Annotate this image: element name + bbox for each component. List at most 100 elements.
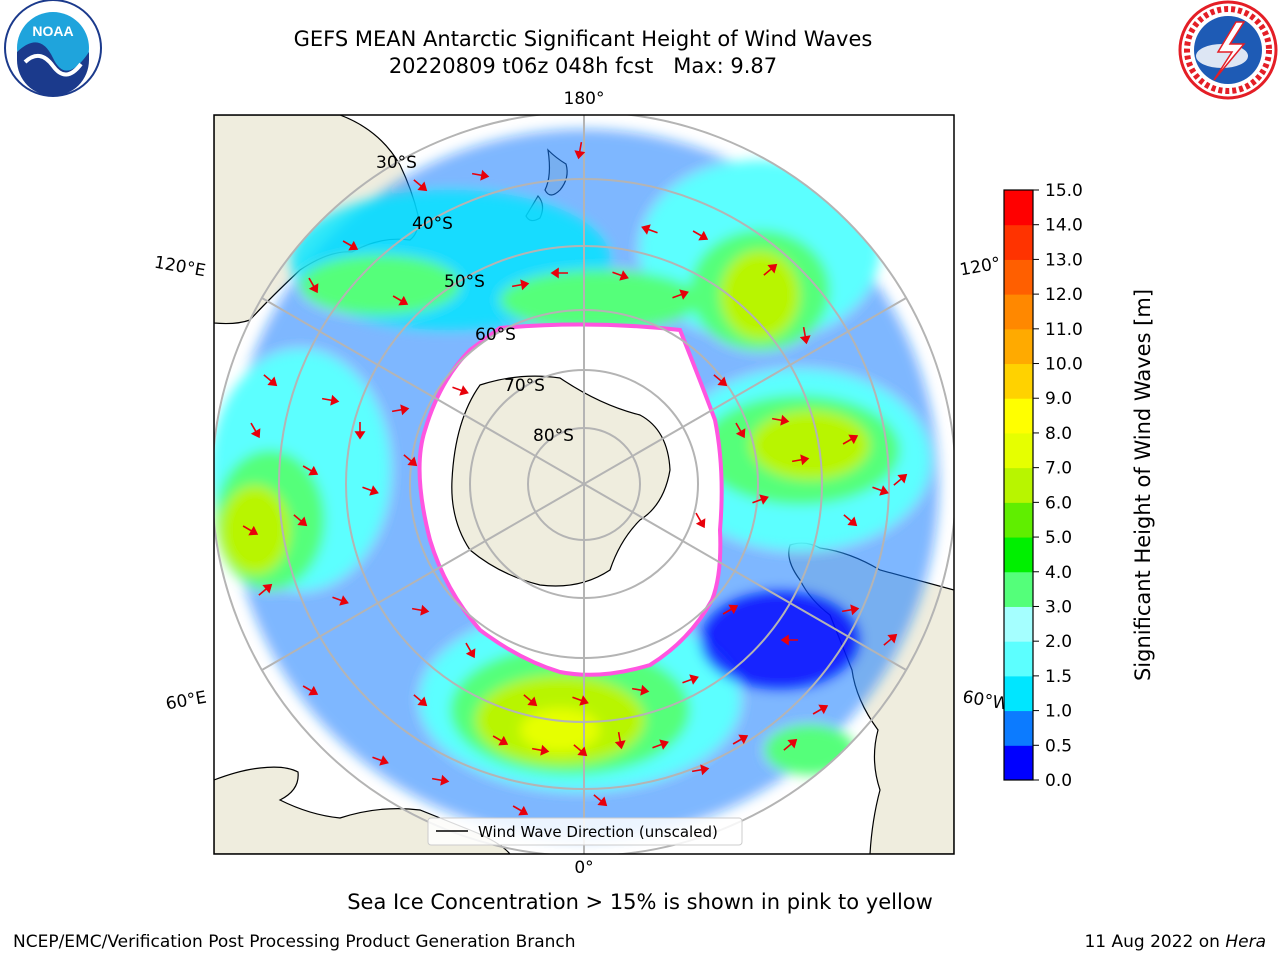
direction-arrow xyxy=(308,277,319,294)
title-line-2: 20220809 t06z 048h fcst Max: 9.87 xyxy=(388,54,778,78)
colorbar-tick-label: 1.5 xyxy=(1045,667,1072,687)
direction-arrow xyxy=(413,694,428,707)
colorbar-bin xyxy=(1004,363,1033,399)
direction-arrow xyxy=(695,512,706,529)
colorbar-bin xyxy=(1004,224,1033,260)
direction-arrow xyxy=(452,385,469,396)
colorbar-tick-label: 2.0 xyxy=(1045,632,1072,652)
colorbar-tick-label: 13.0 xyxy=(1045,250,1083,270)
graticule xyxy=(214,115,954,854)
legend-label: Wind Wave Direction (unscaled) xyxy=(478,823,718,841)
map-legend: Wind Wave Direction (unscaled) xyxy=(427,817,743,846)
direction-arrow xyxy=(682,674,699,685)
direction-arrow xyxy=(812,704,829,715)
direction-arrow xyxy=(771,414,790,426)
direction-arrow xyxy=(372,755,389,766)
colorbar-tick-label: 6.0 xyxy=(1045,493,1072,513)
colorbar-tick-label: 11.0 xyxy=(1045,320,1083,340)
direction-arrow xyxy=(302,465,319,476)
direction-arrow xyxy=(692,230,709,241)
direction-arrow xyxy=(735,422,746,439)
direction-arrow xyxy=(471,169,490,181)
lat-label-30s: 30°S xyxy=(376,153,417,173)
title-line-1: GEFS MEAN Antarctic Significant Height o… xyxy=(293,27,873,51)
direction-arrow xyxy=(242,525,259,536)
colorbar-bin xyxy=(1004,190,1033,226)
direction-arrow xyxy=(362,485,379,496)
direction-arrow xyxy=(672,289,689,300)
direction-arrow xyxy=(572,695,589,706)
lat-label-60s: 60°S xyxy=(475,325,516,345)
nws-logo xyxy=(1178,0,1278,100)
wind-wave-direction-arrows xyxy=(242,141,908,816)
direction-arrow xyxy=(573,744,588,757)
direction-arrow xyxy=(614,731,626,750)
noaa-logo: NOAA xyxy=(4,0,102,97)
direction-arrow xyxy=(713,374,728,387)
direction-arrow xyxy=(550,267,568,279)
colorbar-tick-label: 10.0 xyxy=(1045,355,1083,375)
direction-arrow xyxy=(342,240,359,251)
map-frame xyxy=(213,114,955,855)
colorbar-tick-label: 7.0 xyxy=(1045,459,1072,479)
direction-arrow xyxy=(574,141,586,160)
colorbar-tick-label: 0.5 xyxy=(1045,736,1072,756)
direction-arrow xyxy=(872,485,889,496)
antarctica xyxy=(451,375,671,587)
direction-arrow xyxy=(841,604,860,616)
colorbar-tick-label: 3.0 xyxy=(1045,597,1072,617)
colorbar-bin xyxy=(1004,745,1033,781)
direction-arrow xyxy=(492,735,509,746)
lat-label-50s: 50°S xyxy=(444,272,485,292)
direction-arrow xyxy=(465,642,476,659)
direction-arrow xyxy=(512,805,529,816)
direction-arrow xyxy=(258,583,273,596)
chart-title: GEFS MEAN Antarctic Significant Height o… xyxy=(0,26,1166,80)
direction-arrow xyxy=(250,422,261,439)
direction-arrow xyxy=(321,394,340,406)
footer-date: 11 Aug 2022 on Hera xyxy=(1084,932,1266,952)
colorbar-bin xyxy=(1004,606,1033,642)
colorbar-tick-label: 14.0 xyxy=(1045,216,1083,236)
direction-arrow xyxy=(413,179,428,192)
direction-arrow xyxy=(780,634,798,646)
lon-label-180: 180° xyxy=(564,89,605,109)
direction-arrow xyxy=(783,738,798,751)
lon-label-120w: 120° xyxy=(958,254,1002,281)
direction-arrow xyxy=(641,224,658,235)
colorbar-bin xyxy=(1004,641,1033,677)
colorbar-bin xyxy=(1004,398,1033,434)
direction-arrow xyxy=(431,774,450,786)
colorbar-bin xyxy=(1004,432,1033,469)
direction-arrow xyxy=(763,263,778,276)
lon-label-60w: 60°W xyxy=(961,687,1011,715)
direction-arrow xyxy=(293,514,308,527)
colorbar-tick-label: 4.0 xyxy=(1045,563,1072,583)
colorbar-tick-label: 12.0 xyxy=(1045,285,1083,305)
lon-label-0: 0° xyxy=(574,858,593,878)
lon-label-60e: 60°E xyxy=(164,688,208,715)
direction-arrow xyxy=(842,434,859,445)
direction-arrow xyxy=(799,326,811,345)
direction-arrow xyxy=(791,454,810,466)
direction-arrow xyxy=(732,734,749,745)
direction-arrow xyxy=(722,604,739,615)
colorbar-bin xyxy=(1004,328,1033,365)
direction-arrow xyxy=(593,794,608,807)
footer-host: Hera xyxy=(1225,932,1266,952)
direction-arrow xyxy=(392,295,409,306)
colorbar-bin xyxy=(1004,571,1033,607)
colorbar-tick-label: 1.0 xyxy=(1045,702,1072,722)
colorbar-tick-label: 5.0 xyxy=(1045,528,1072,548)
direction-arrow xyxy=(511,279,530,291)
direction-arrow xyxy=(883,633,898,646)
direction-arrow xyxy=(391,404,410,416)
sea-ice-note: Sea Ice Concentration > 15% is shown in … xyxy=(347,890,933,914)
direction-arrow xyxy=(752,494,769,505)
direction-arrow xyxy=(332,595,349,606)
direction-arrow xyxy=(302,685,319,696)
lat-label-70s: 70°S xyxy=(504,376,545,396)
colorbar-bin xyxy=(1004,675,1033,712)
lat-label-80s: 80°S xyxy=(533,426,574,446)
